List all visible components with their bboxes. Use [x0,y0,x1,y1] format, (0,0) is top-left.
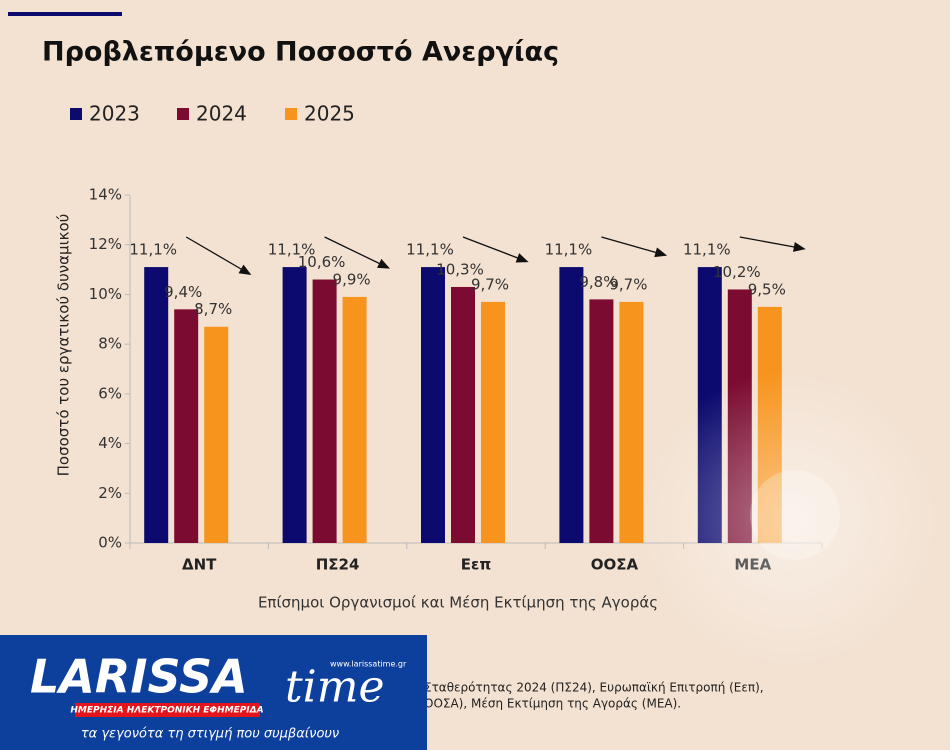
footer-line: Σταθερότητας 2024 (ΠΣ24), Ευρωπαϊκή Επιτ… [424,681,764,695]
trend-arrow-head [654,247,668,258]
bar [619,301,644,543]
bar [421,267,445,543]
bar [204,326,229,543]
x-tick-label: ΠΣ24 [316,556,360,574]
decor-glow [640,370,940,670]
accent-bar [8,12,122,16]
bar [481,301,505,543]
bar [282,267,307,543]
logo-band [75,703,260,717]
value-label: 11,1% [683,241,731,259]
y-tick-label: 14% [89,186,122,204]
value-label: 11,1% [545,241,593,259]
bar [589,299,614,543]
chart-title: Προβλεπόμενο Ποσοστό Ανεργίας [42,37,559,68]
logo-subtitle: ΗΜΕΡΗΣΙΑ ΗΛΕΚΤΡΟΝΙΚΗ ΕΦΗΜΕΡΙΔΑ [70,706,263,716]
legend-label: 2023 [89,102,140,126]
footer-line: ΟΟΣΑ), Μέση Εκτίμηση της Αγοράς (ΜΕΑ). [424,697,681,711]
legend-swatch [70,108,82,120]
x-tick-label: Εεπ [461,556,491,574]
value-label: 11,1% [406,241,454,259]
value-label: 9,7% [609,275,647,293]
y-tick-label: 10% [89,285,122,303]
trend-arrow [601,236,662,255]
value-label: 10,2% [713,263,761,281]
trend-arrow-head [515,253,529,263]
value-label: 11,1% [129,241,177,259]
trend-arrow [739,236,800,249]
value-label: 10,3% [436,260,484,278]
bar [451,286,475,543]
bar [144,267,169,543]
bar [312,279,337,543]
y-tick-label: 0% [98,534,122,552]
logo-slogan: τα γεγονότα τη στιγμή που συμβαίνουν [81,727,339,742]
trend-arrow-head [792,242,806,252]
logo: LARISSA time www.larissatime.gr ΗΜΕΡΗΣΙΑ… [0,635,427,750]
logo-name: LARISSA [30,650,248,704]
value-label: 9,8% [579,273,617,291]
y-tick-label: 4% [98,434,122,452]
bar [559,267,584,543]
trend-arrow [462,236,524,261]
x-tick-label: ΟΟΣΑ [591,556,639,574]
legend-label: 2025 [304,102,355,126]
bar [342,296,367,543]
value-label: 9,9% [333,270,371,288]
y-tick-label: 2% [98,484,122,502]
logo-name: time [285,662,385,713]
trend-arrow [185,236,247,273]
x-axis-label: Επίσημοι Οργανισμοί και Μέση Εκτίμηση τη… [258,594,658,612]
trend-arrow-head [238,264,252,276]
value-label: 11,1% [268,241,316,259]
value-label: 9,7% [471,275,509,293]
logo-background [0,635,427,750]
x-tick-label: ΔΝΤ [182,556,217,574]
value-label: 9,5% [748,280,786,298]
legend-swatch [177,108,189,120]
y-axis-label: Ποσοστό του εργατικού δυναμικού [55,214,73,477]
legend-swatch [285,108,297,120]
value-label: 8,7% [194,300,232,318]
value-label: 10,6% [298,253,346,271]
logo-url: www.larissatime.gr [330,660,407,669]
decor-glow [750,470,840,560]
y-tick-label: 8% [98,335,122,353]
y-tick-label: 12% [89,235,122,253]
value-label: 9,4% [164,283,202,301]
bar [174,309,199,543]
legend-label: 2024 [196,102,247,126]
y-tick-label: 6% [98,384,122,402]
trend-arrow [324,236,385,267]
trend-arrow-head [377,258,391,269]
